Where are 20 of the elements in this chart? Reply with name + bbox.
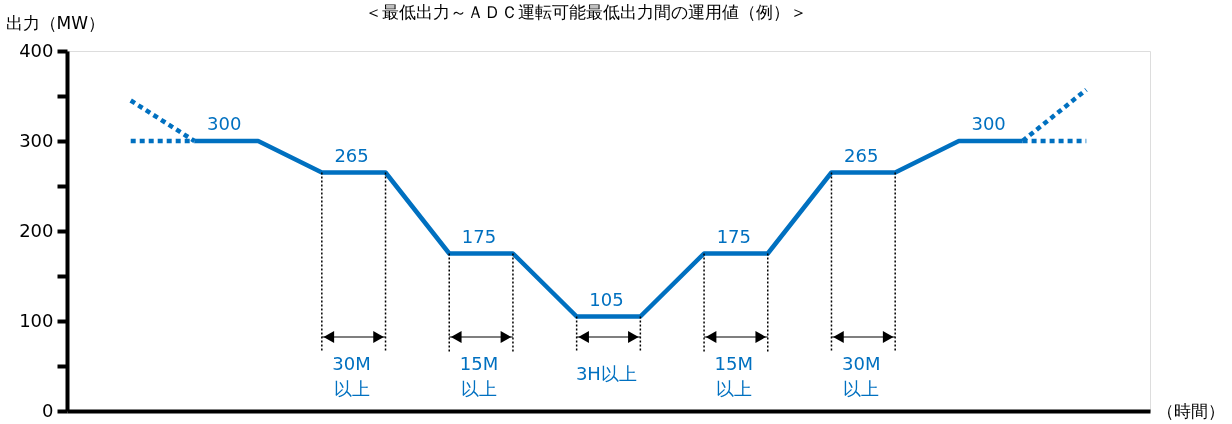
y-tick-label: 400 — [19, 39, 54, 61]
annotation: 30M 以上 — [332, 353, 371, 399]
annotation: 30M 以上 — [842, 353, 881, 399]
y-axis-title: 出力（MW） — [5, 12, 105, 33]
annotation: 15M 以上 — [459, 353, 499, 399]
data-label: 175 — [461, 225, 497, 247]
data-label: 105 — [589, 288, 624, 310]
data-label: 300 — [971, 113, 1006, 134]
y-tick-label: 200 — [19, 219, 54, 241]
data-label: 300 — [206, 113, 242, 134]
y-tick-label: 300 — [19, 129, 54, 151]
data-label: 265 — [844, 144, 879, 166]
annotation: 15M 以上 — [714, 353, 754, 399]
x-axis-title: （時間） — [1156, 400, 1225, 421]
chart-title: ＜最低出力～ＡＤＣ運転可能最低出力間の運用値（例）＞ — [364, 2, 807, 22]
annotation: 3H以上 — [575, 363, 637, 384]
data-label: 265 — [334, 144, 369, 166]
data-label: 175 — [716, 225, 751, 247]
y-tick-label: 100 — [19, 309, 54, 331]
y-tick-label: 0 — [42, 399, 54, 421]
